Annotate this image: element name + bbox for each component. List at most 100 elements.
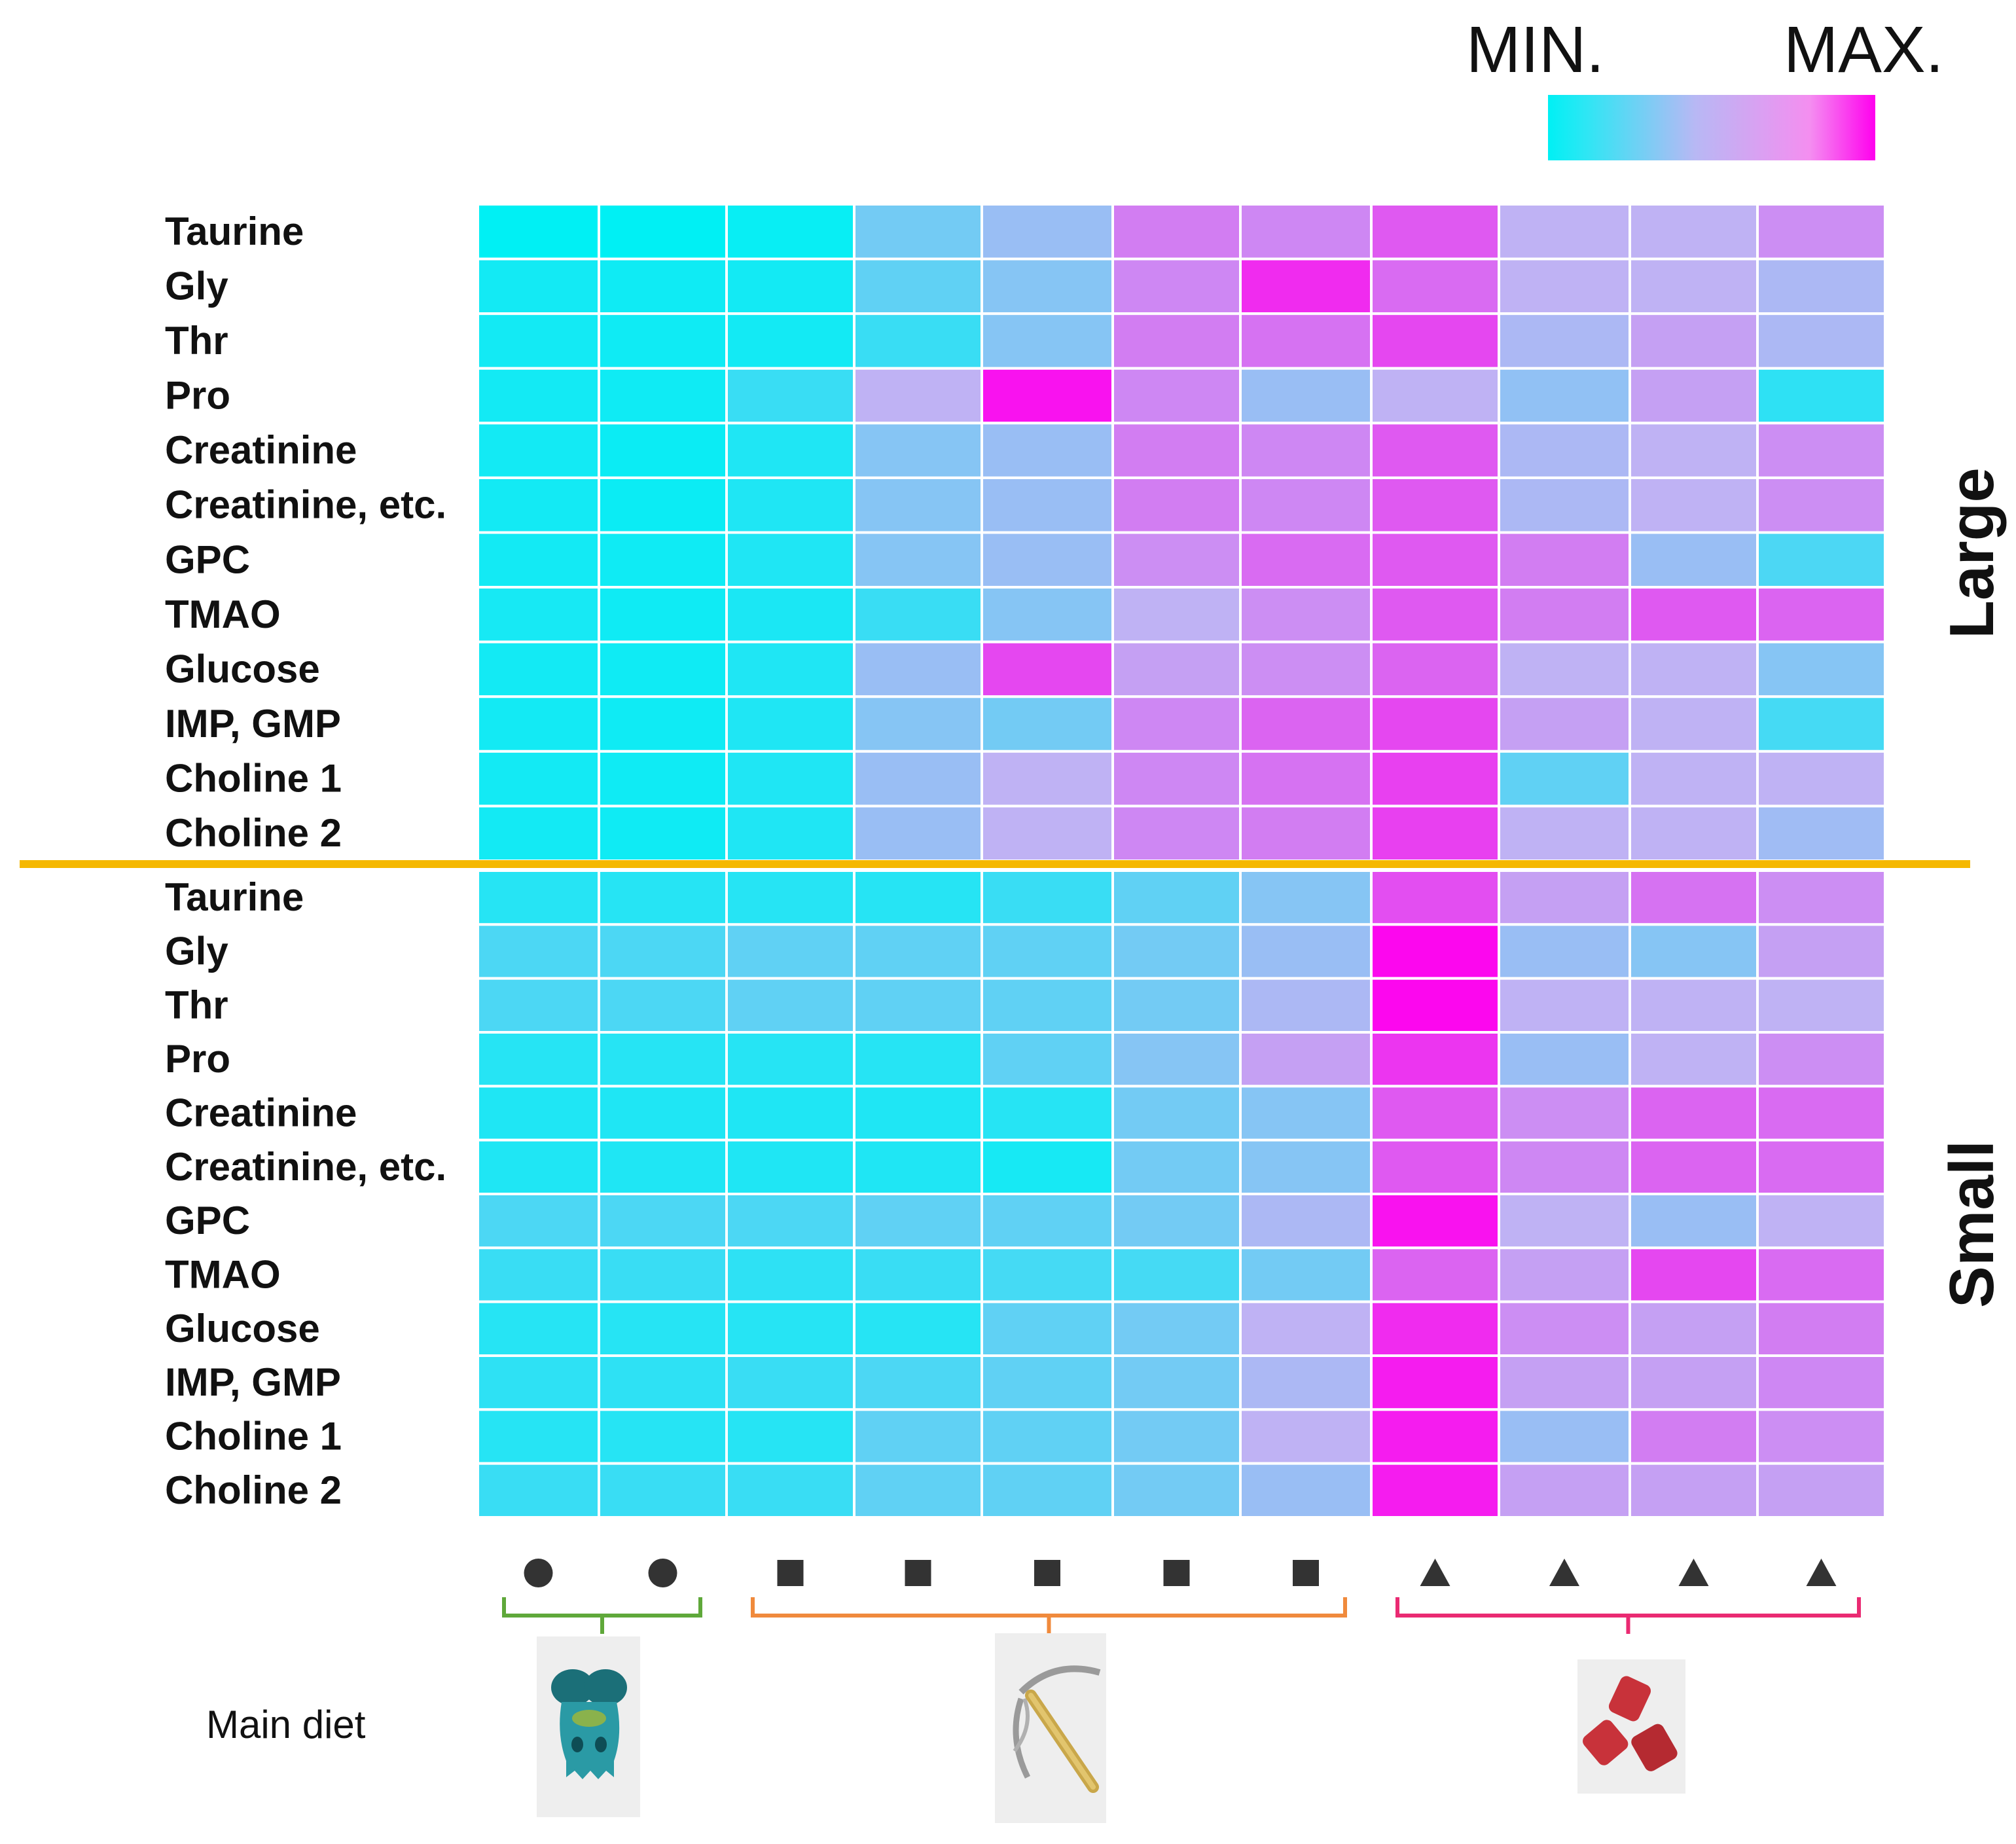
heatmap-cell-large-r5-c2 — [725, 476, 855, 534]
heatmap-cell-large-r8-c9 — [1629, 640, 1759, 698]
heatmap-cell-large-r4-c10 — [1756, 422, 1886, 479]
heatmap-cell-small-r2-c9 — [1629, 977, 1759, 1034]
heatmap-cell-small-r7-c2 — [725, 1246, 855, 1303]
heatmap-cell-small-r9-c0 — [477, 1354, 600, 1411]
krill-image — [995, 1633, 1106, 1823]
jellyfish-image — [537, 1636, 640, 1817]
heatmap-cell-small-r11-c2 — [725, 1462, 855, 1519]
heatmap-cell-small-r11-c6 — [1239, 1462, 1373, 1519]
heatmap-cell-small-r10-c10 — [1756, 1408, 1886, 1465]
heatmap-cell-large-r0-c4 — [981, 203, 1114, 261]
heatmap-cell-small-r0-c5 — [1111, 869, 1242, 926]
heatmap-cell-large-r11-c6 — [1239, 804, 1373, 862]
heatmap-cell-large-r11-c3 — [853, 804, 983, 862]
heatmap-cell-small-r10-c4 — [981, 1408, 1114, 1465]
column-marker-triangle-9 — [1678, 1559, 1709, 1586]
row-label-large-9: IMP, GMP — [165, 702, 341, 746]
row-label-small-3: Pro — [165, 1037, 230, 1081]
heatmap-cell-small-r9-c3 — [853, 1354, 983, 1411]
heatmap-cell-large-r8-c3 — [853, 640, 983, 698]
heatmap-cell-large-r4-c2 — [725, 422, 855, 479]
heatmap-cell-large-r7-c5 — [1111, 586, 1242, 643]
heatmap-cell-large-r10-c6 — [1239, 750, 1373, 808]
heatmap-cell-large-r1-c8 — [1498, 257, 1631, 316]
row-label-large-4: Creatinine — [165, 428, 357, 472]
heatmap-cell-large-r6-c0 — [477, 531, 600, 589]
heatmap-cell-small-r5-c0 — [477, 1138, 600, 1195]
heatmap-cell-large-r9-c10 — [1756, 695, 1886, 753]
heatmap-cell-large-r10-c1 — [598, 750, 728, 808]
heatmap-cell-small-r5-c1 — [598, 1138, 728, 1195]
heatmap-cell-small-r0-c1 — [598, 869, 728, 926]
heatmap-cell-large-r6-c8 — [1498, 531, 1631, 589]
heatmap-cell-small-r5-c5 — [1111, 1138, 1242, 1195]
heatmap-cell-small-r5-c8 — [1498, 1138, 1631, 1195]
heatmap-cell-small-r0-c0 — [477, 869, 600, 926]
heatmap-cell-large-r3-c10 — [1756, 367, 1886, 425]
heatmap-cell-large-r0-c1 — [598, 203, 728, 261]
heatmap-cell-small-r10-c7 — [1370, 1408, 1500, 1465]
heatmap-cell-small-r10-c5 — [1111, 1408, 1242, 1465]
heatmap-cell-small-r0-c3 — [853, 869, 983, 926]
heatmap-cell-small-r10-c3 — [853, 1408, 983, 1465]
heatmap-cell-large-r8-c2 — [725, 640, 855, 698]
heatmap-cell-large-r5-c1 — [598, 476, 728, 534]
heatmap-cell-large-r7-c6 — [1239, 586, 1373, 643]
heatmap-cell-small-r5-c2 — [725, 1138, 855, 1195]
heatmap-cell-large-r8-c8 — [1498, 640, 1631, 698]
heatmap-cell-large-r0-c0 — [477, 203, 600, 261]
row-label-large-2: Thr — [165, 319, 228, 363]
heatmap-cell-large-r11-c5 — [1111, 804, 1242, 862]
heatmap-cell-small-r10-c9 — [1629, 1408, 1759, 1465]
heatmap-cell-small-r8-c10 — [1756, 1300, 1886, 1357]
column-marker-square-6 — [1293, 1560, 1319, 1586]
heatmap-cell-small-r3-c10 — [1756, 1031, 1886, 1088]
heatmap-cell-large-r9-c9 — [1629, 695, 1759, 753]
heatmap-cell-small-r8-c9 — [1629, 1300, 1759, 1357]
heatmap-cell-large-r4-c6 — [1239, 422, 1373, 479]
heatmap-cell-large-r1-c3 — [853, 257, 983, 316]
row-label-large-8: Glucose — [165, 647, 320, 691]
heatmap-cell-small-r10-c6 — [1239, 1408, 1373, 1465]
heatmap-cell-large-r1-c7 — [1370, 257, 1500, 316]
heatmap-cell-large-r8-c4 — [981, 640, 1114, 698]
heatmap-cell-large-r7-c3 — [853, 586, 983, 643]
heatmap-cell-small-r7-c1 — [598, 1246, 728, 1303]
heatmap-cell-large-r0-c8 — [1498, 203, 1631, 261]
heatmap-cell-large-r2-c6 — [1239, 312, 1373, 370]
heatmap-cell-large-r3-c5 — [1111, 367, 1242, 425]
heatmap-cell-large-r2-c9 — [1629, 312, 1759, 370]
heatmap-cell-small-r11-c7 — [1370, 1462, 1500, 1519]
heatmap-cell-small-r6-c8 — [1498, 1193, 1631, 1250]
heatmap-cell-small-r11-c8 — [1498, 1462, 1631, 1519]
heatmap-cell-small-r8-c3 — [853, 1300, 983, 1357]
heatmap-cell-small-r7-c0 — [477, 1246, 600, 1303]
heatmap-cell-small-r11-c9 — [1629, 1462, 1759, 1519]
group-label-small: Small — [1937, 1140, 2007, 1308]
heatmap-cell-small-r6-c9 — [1629, 1193, 1759, 1250]
heatmap-cell-small-r2-c6 — [1239, 977, 1373, 1034]
row-label-large-6: GPC — [165, 537, 250, 581]
heatmap-cell-large-r10-c8 — [1498, 750, 1631, 808]
row-label-small-2: Thr — [165, 983, 228, 1027]
heatmap-cell-small-r1-c6 — [1239, 923, 1373, 980]
heatmap-cell-small-r2-c8 — [1498, 977, 1631, 1034]
heatmap-cell-large-r9-c3 — [853, 695, 983, 753]
group-label-large: Large — [1937, 467, 2007, 638]
heatmap-cell-large-r2-c5 — [1111, 312, 1242, 370]
heatmap-cell-large-r4-c9 — [1629, 422, 1759, 479]
heatmap-cell-large-r11-c10 — [1756, 804, 1886, 862]
heatmap-cell-small-r11-c1 — [598, 1462, 728, 1519]
heatmap-cell-large-r8-c10 — [1756, 640, 1886, 698]
heatmap-cell-large-r5-c5 — [1111, 476, 1242, 534]
heatmap-cell-small-r6-c6 — [1239, 1193, 1373, 1250]
heatmap-cell-small-r1-c0 — [477, 923, 600, 980]
heatmap-cell-large-r6-c2 — [725, 531, 855, 589]
heatmap-cell-small-r2-c4 — [981, 977, 1114, 1034]
heatmap-cell-small-r7-c10 — [1756, 1246, 1886, 1303]
heatmap-cell-large-r6-c9 — [1629, 531, 1759, 589]
heatmap-cell-large-r5-c6 — [1239, 476, 1373, 534]
heatmap-cell-small-r3-c2 — [725, 1031, 855, 1088]
heatmap-cell-small-r10-c1 — [598, 1408, 728, 1465]
heatmap-cell-large-r11-c8 — [1498, 804, 1631, 862]
